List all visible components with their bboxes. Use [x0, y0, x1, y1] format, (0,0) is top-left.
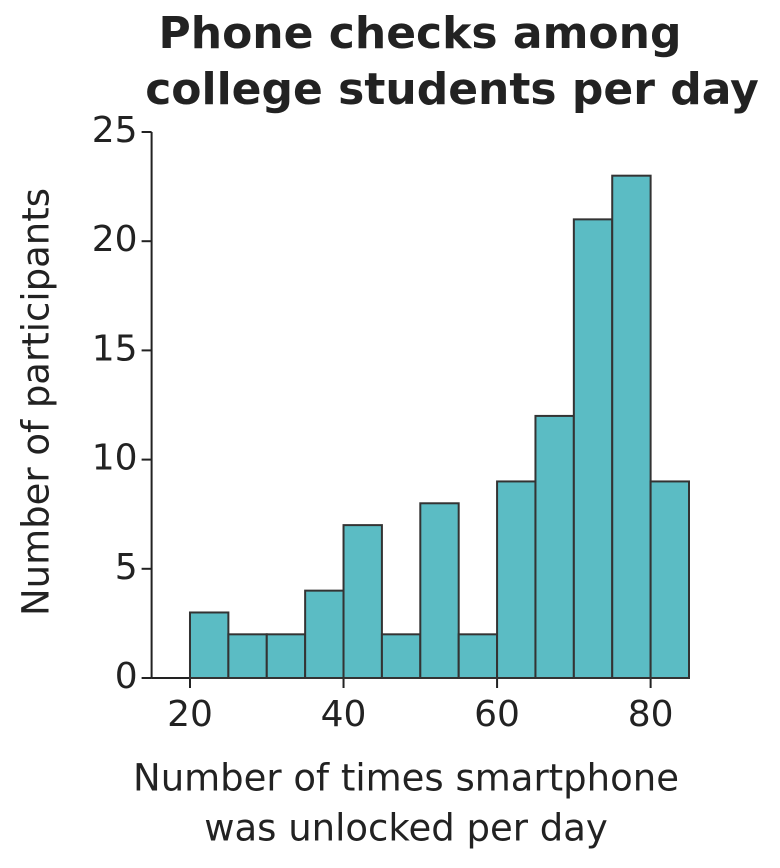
bar	[419, 502, 460, 679]
bar	[227, 633, 268, 680]
bar	[188, 611, 230, 679]
x-tick-label: 60	[474, 694, 520, 735]
y-tick-label: 10	[92, 438, 138, 479]
y-axis-title: Number of participants	[15, 188, 58, 616]
bar	[572, 218, 614, 680]
bar	[304, 589, 345, 680]
bar	[611, 174, 652, 679]
y-tick-label: 15	[92, 328, 138, 369]
chart-title: Phone checks among	[159, 8, 682, 59]
y-tick-label: 0	[115, 656, 138, 697]
x-tick-label: 80	[628, 694, 674, 735]
bar	[457, 633, 499, 680]
bar	[496, 480, 537, 679]
x-axis-title: Number of times smartphone	[133, 757, 679, 800]
x-tick-label: 20	[167, 694, 213, 735]
y-tick-label: 25	[92, 110, 138, 151]
bar	[265, 633, 307, 680]
bar	[534, 414, 575, 679]
y-tick-label: 20	[92, 219, 138, 260]
y-tick-label: 5	[115, 547, 138, 588]
x-tick-label: 40	[321, 694, 367, 735]
chart-title: college students per day	[145, 64, 759, 115]
bar	[342, 524, 383, 679]
x-axis-title: was unlocked per day	[204, 807, 608, 850]
bar	[380, 633, 422, 680]
bar	[649, 480, 690, 679]
